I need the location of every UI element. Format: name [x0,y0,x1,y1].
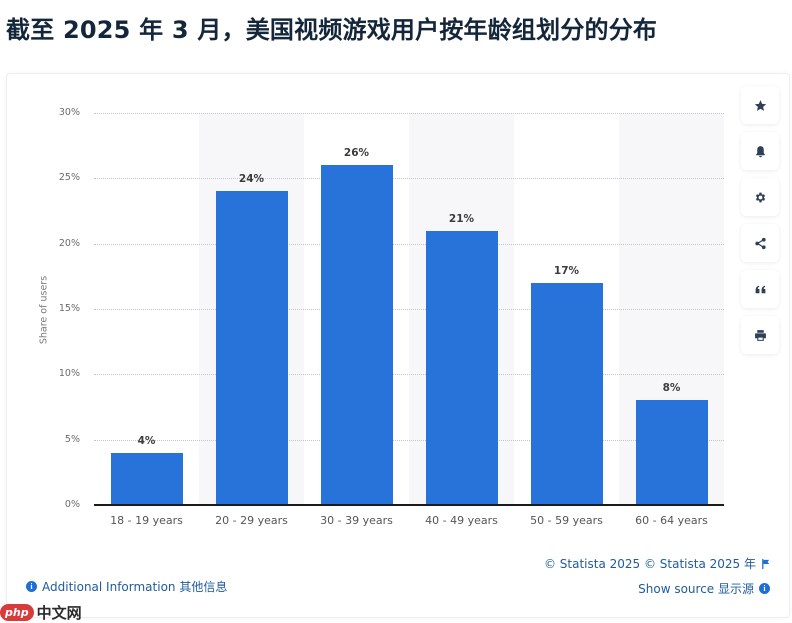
watermark-text: 中文网 [36,604,82,622]
y-tick: 15% [58,303,80,314]
notification-button[interactable] [741,132,779,170]
gridline [94,178,724,179]
favorite-button[interactable] [741,86,779,124]
settings-button[interactable] [741,178,779,216]
bar[interactable] [215,191,288,505]
cite-button[interactable] [741,270,779,308]
bar[interactable] [425,231,498,505]
print-button[interactable] [741,316,779,354]
x-tick: 20 - 29 years [215,514,288,527]
bar[interactable] [635,400,708,505]
info-icon: i [26,581,37,592]
additional-info-link[interactable]: i Additional Information 其他信息 [26,578,227,595]
y-tick: 30% [58,107,80,118]
x-tick: 50 - 59 years [530,514,603,527]
copyright-link[interactable]: © Statista 2025 © Statista 2025 年 [544,555,770,572]
x-axis-line [94,504,724,506]
bar-value-label: 8% [662,382,681,394]
bar-value-label: 21% [448,213,475,225]
share-icon [754,237,766,249]
page-title: 截至 2025 年 3 月，美国视频游戏用户按年龄组划分的分布 [6,16,658,44]
flag-icon [762,558,770,569]
x-tick: 60 - 64 years [635,514,708,527]
y-tick: 20% [58,238,80,249]
watermark-badge: php [0,604,34,621]
info-icon: i [759,583,770,594]
bar[interactable] [110,453,183,505]
y-tick: 5% [64,434,80,445]
print-icon [754,329,766,341]
bar-value-label: 4% [137,435,156,447]
y-tick: 10% [58,368,80,379]
share-button[interactable] [741,224,779,262]
gridline [94,113,724,114]
bell-icon [755,145,765,157]
gridline [94,374,724,375]
star-icon [754,99,766,111]
x-tick: 40 - 49 years [425,514,498,527]
bar[interactable] [530,283,603,505]
show-source-link[interactable]: Show source 显示源 i [638,580,770,597]
gridline [94,244,724,245]
bar-value-label: 24% [238,173,265,185]
x-tick: 30 - 39 years [320,514,393,527]
y-tick: 25% [58,172,80,183]
copyright-text: © Statista 2025 © Statista 2025 年 [543,557,756,571]
bar-value-label: 26% [343,147,370,159]
gridline [94,309,724,310]
additional-info-text: Additional Information 其他信息 [42,580,228,594]
show-source-text: Show source 显示源 [638,582,754,596]
bar[interactable] [320,165,393,505]
gridline [94,440,724,441]
x-tick: 18 - 19 years [110,514,183,527]
gear-icon [755,192,765,202]
quote-icon [755,285,765,293]
bar-value-label: 17% [553,265,580,277]
watermark: php 中文网 [0,602,82,623]
y-tick: 0% [64,499,80,510]
plot-area: 4% 24% 26% 21% 17% 8% [94,113,724,506]
